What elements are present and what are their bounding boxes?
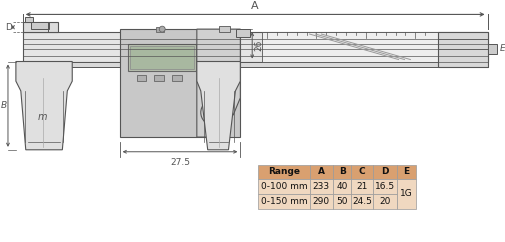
- Circle shape: [159, 26, 165, 32]
- FancyBboxPatch shape: [258, 165, 309, 179]
- FancyBboxPatch shape: [156, 27, 164, 32]
- Polygon shape: [16, 61, 72, 150]
- Text: 0-100 mm: 0-100 mm: [260, 182, 307, 191]
- FancyBboxPatch shape: [23, 22, 58, 32]
- Text: m: m: [38, 113, 47, 122]
- Text: C: C: [358, 167, 365, 176]
- FancyBboxPatch shape: [350, 194, 372, 209]
- FancyBboxPatch shape: [309, 165, 333, 179]
- FancyBboxPatch shape: [258, 194, 309, 209]
- Text: A: A: [251, 1, 259, 11]
- FancyBboxPatch shape: [396, 165, 416, 179]
- FancyBboxPatch shape: [154, 75, 164, 81]
- Text: 27.5: 27.5: [170, 158, 190, 167]
- FancyBboxPatch shape: [31, 22, 48, 29]
- Circle shape: [208, 108, 218, 117]
- FancyBboxPatch shape: [23, 61, 486, 67]
- FancyBboxPatch shape: [127, 44, 195, 71]
- FancyBboxPatch shape: [25, 17, 33, 22]
- FancyBboxPatch shape: [372, 179, 396, 194]
- FancyBboxPatch shape: [333, 179, 350, 194]
- Text: 24.5: 24.5: [351, 197, 371, 206]
- FancyBboxPatch shape: [172, 75, 182, 81]
- Text: D: D: [5, 23, 12, 32]
- Text: 21: 21: [356, 182, 367, 191]
- FancyBboxPatch shape: [258, 179, 309, 194]
- FancyBboxPatch shape: [437, 32, 486, 67]
- Text: 20: 20: [378, 197, 390, 206]
- Text: Range: Range: [267, 167, 299, 176]
- FancyBboxPatch shape: [372, 165, 396, 179]
- FancyBboxPatch shape: [309, 179, 333, 194]
- FancyBboxPatch shape: [262, 32, 437, 61]
- Text: 0-150 mm: 0-150 mm: [260, 197, 307, 206]
- FancyBboxPatch shape: [372, 194, 396, 209]
- Text: E: E: [402, 167, 409, 176]
- Text: B: B: [338, 167, 345, 176]
- Text: B: B: [1, 101, 7, 110]
- FancyBboxPatch shape: [236, 29, 250, 37]
- Text: 40: 40: [336, 182, 347, 191]
- FancyBboxPatch shape: [333, 165, 350, 179]
- FancyBboxPatch shape: [350, 165, 372, 179]
- Text: D: D: [380, 167, 388, 176]
- FancyBboxPatch shape: [218, 26, 230, 32]
- Text: 290: 290: [312, 197, 329, 206]
- FancyBboxPatch shape: [396, 179, 416, 209]
- FancyBboxPatch shape: [129, 46, 193, 69]
- Polygon shape: [196, 61, 240, 150]
- Circle shape: [200, 100, 226, 125]
- FancyBboxPatch shape: [23, 32, 486, 61]
- FancyBboxPatch shape: [350, 179, 372, 194]
- Text: 16.5: 16.5: [374, 182, 394, 191]
- FancyBboxPatch shape: [136, 75, 146, 81]
- Text: A: A: [317, 167, 324, 176]
- FancyBboxPatch shape: [486, 44, 496, 54]
- Polygon shape: [196, 29, 240, 137]
- Text: E: E: [498, 44, 504, 53]
- Text: 50: 50: [336, 197, 347, 206]
- Text: 1G: 1G: [399, 189, 412, 198]
- FancyBboxPatch shape: [333, 194, 350, 209]
- Text: 26: 26: [254, 39, 263, 51]
- FancyBboxPatch shape: [309, 194, 333, 209]
- FancyBboxPatch shape: [120, 29, 240, 137]
- Text: 233: 233: [312, 182, 329, 191]
